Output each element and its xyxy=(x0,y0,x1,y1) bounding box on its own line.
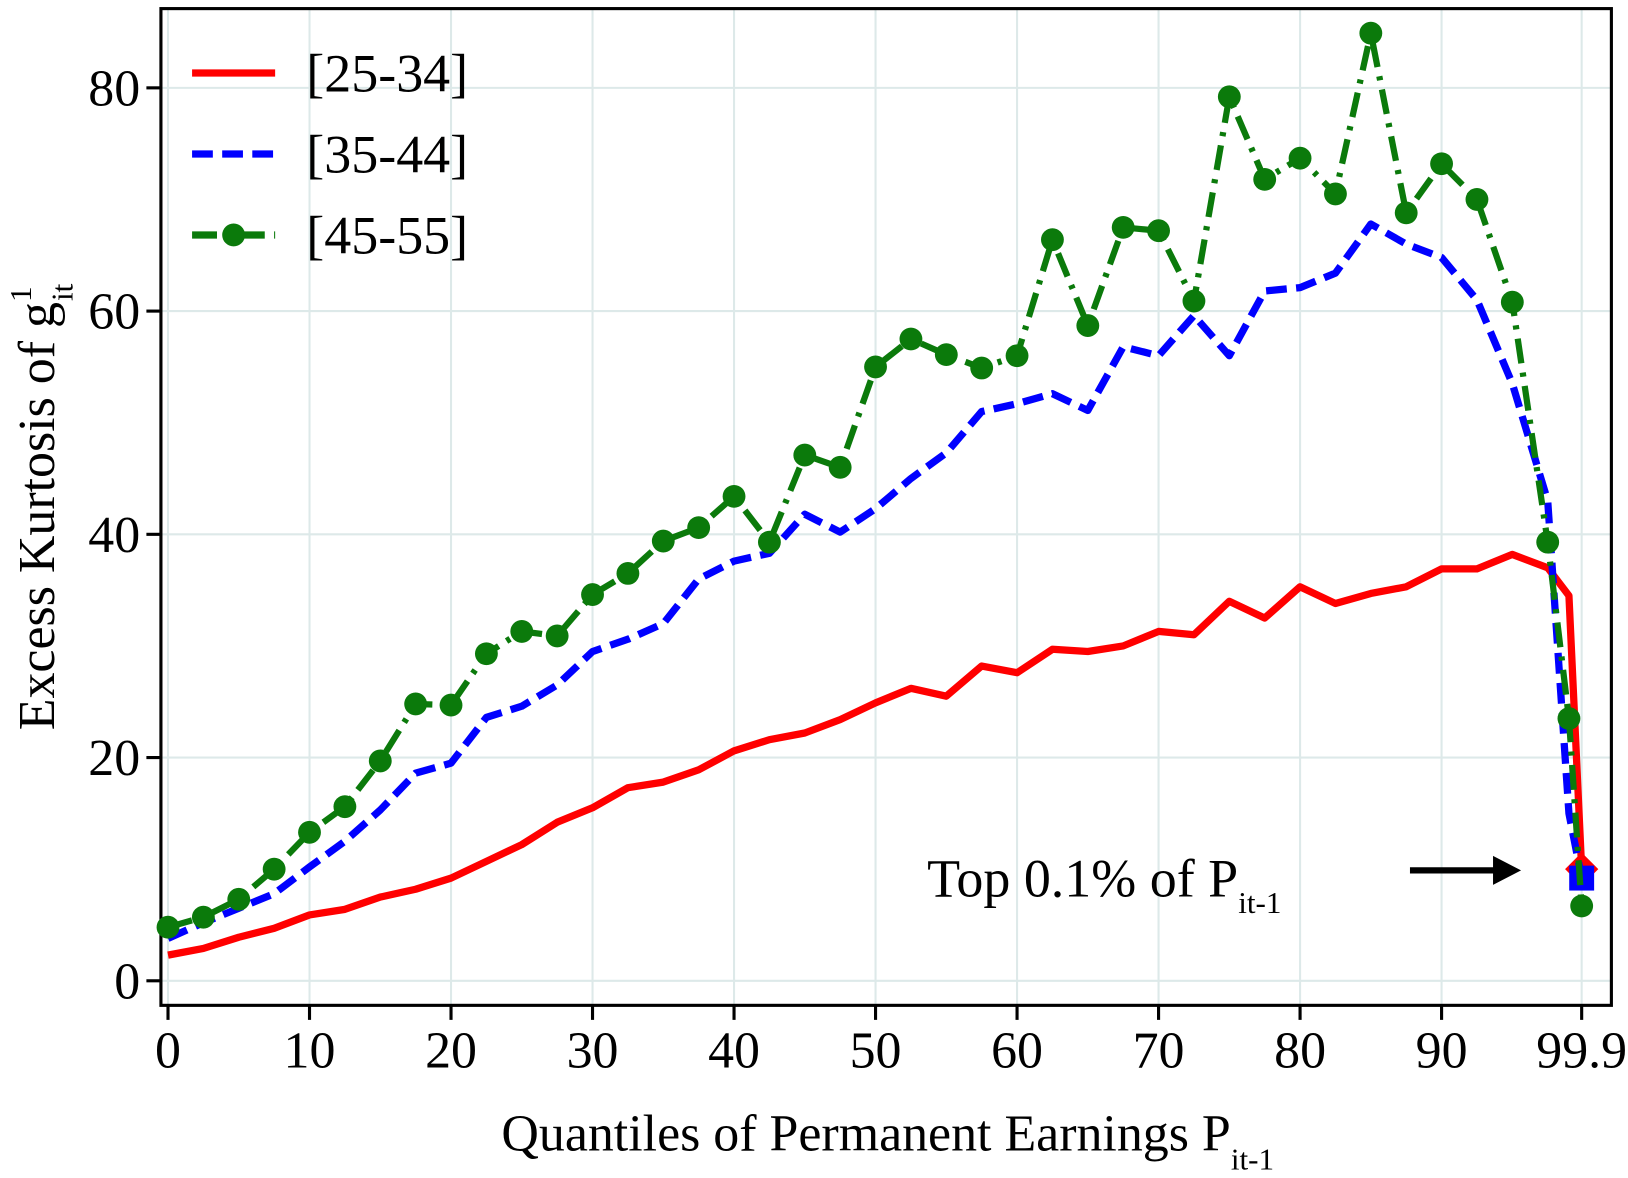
point xyxy=(1394,201,1418,225)
point xyxy=(970,356,994,380)
legend-label: [35-44] xyxy=(306,125,468,185)
point xyxy=(864,355,887,379)
point xyxy=(899,327,923,351)
point xyxy=(934,343,958,367)
x-tick-label: 20 xyxy=(425,1023,477,1080)
y-tick-label: 80 xyxy=(88,61,140,118)
y-label-text: Excess Kurtosis of g xyxy=(9,302,66,730)
x-label-sub: it-1 xyxy=(1231,1141,1274,1176)
x-axis-label: Quantiles of Permanent Earnings Pit-1 xyxy=(501,1106,1274,1177)
point xyxy=(1217,85,1241,109)
legend-marker xyxy=(222,223,246,247)
point xyxy=(333,795,357,819)
x-tick-label: 30 xyxy=(567,1023,619,1080)
point xyxy=(1076,314,1100,338)
point xyxy=(191,905,215,929)
point xyxy=(793,443,817,467)
annotation-arrowhead xyxy=(1493,855,1522,885)
point xyxy=(1005,344,1029,368)
annotation-sub: it-1 xyxy=(1238,885,1281,920)
point xyxy=(1500,290,1524,314)
x-tick-label: 0 xyxy=(155,1023,181,1080)
x-tick-label: 70 xyxy=(1133,1023,1185,1080)
point xyxy=(1465,188,1489,211)
point xyxy=(404,692,428,716)
annotation: Top 0.1% of Pit-1 xyxy=(927,848,1281,920)
point xyxy=(828,455,852,479)
y-tick-label: 40 xyxy=(88,507,140,564)
point xyxy=(545,624,569,648)
point xyxy=(368,749,392,773)
point xyxy=(616,561,640,585)
point xyxy=(298,820,321,844)
series-line xyxy=(167,550,1586,959)
x-tick-label: 99.9 xyxy=(1536,1023,1627,1080)
point xyxy=(1111,215,1135,239)
point xyxy=(1147,219,1170,243)
point xyxy=(651,529,675,553)
x-label-text: Quantiles of Permanent Earnings P xyxy=(501,1106,1230,1163)
point xyxy=(262,857,286,881)
point xyxy=(510,620,534,643)
x-tick-label: 50 xyxy=(850,1023,902,1080)
point xyxy=(757,530,781,554)
y-tick-label: 20 xyxy=(88,730,140,787)
x-tick-label: 40 xyxy=(708,1023,760,1080)
series-line xyxy=(167,30,1585,931)
annotation-text: Top 0.1% of P xyxy=(927,848,1238,908)
plot-frame xyxy=(159,7,1613,1007)
point xyxy=(1430,152,1453,176)
point xyxy=(1557,707,1581,730)
y-tick-label: 60 xyxy=(88,284,140,341)
point xyxy=(474,642,498,666)
point xyxy=(1041,228,1064,252)
point xyxy=(1182,289,1206,313)
point xyxy=(687,516,711,540)
point xyxy=(1324,182,1347,206)
series-line xyxy=(166,220,1586,942)
x-tick-label: 60 xyxy=(991,1023,1043,1080)
x-tick-label: 80 xyxy=(1274,1023,1326,1080)
point xyxy=(1253,167,1277,191)
point xyxy=(1359,21,1383,45)
point xyxy=(156,915,180,939)
x-tick-label: 10 xyxy=(284,1023,336,1080)
y-label-sup: 1 xyxy=(3,286,38,302)
point xyxy=(439,693,463,717)
point xyxy=(581,583,604,607)
legend-label: [25-34] xyxy=(306,44,468,104)
x-tick-label: 90 xyxy=(1416,1023,1468,1080)
legend-label: [45-55] xyxy=(306,206,468,266)
point xyxy=(1570,894,1594,918)
y-label-sub: it xyxy=(45,283,80,301)
y-axis-label: Excess Kurtosis of g1 it xyxy=(3,283,80,730)
y-tick-label: 0 xyxy=(114,953,140,1010)
point xyxy=(227,887,251,911)
point xyxy=(1288,146,1312,170)
point xyxy=(722,484,746,508)
point xyxy=(1536,530,1560,554)
